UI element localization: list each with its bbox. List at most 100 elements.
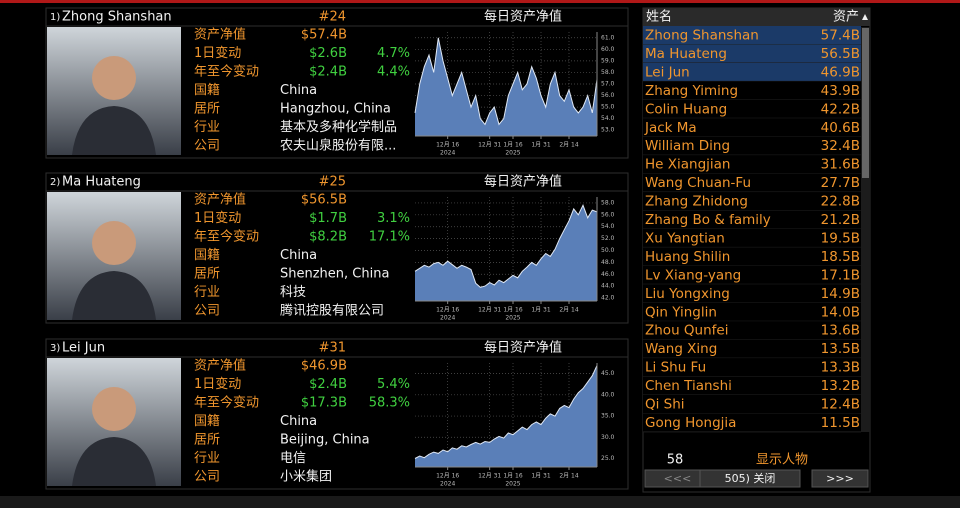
y-tick-label: 58.0 [601,69,615,76]
list-header-name: 姓名 [646,9,672,25]
photo-body [72,437,156,486]
list-row[interactable] [643,62,861,82]
list-name: Liu Yongxing [645,286,730,302]
field-label: 行业 [194,120,220,135]
photo-body [72,106,156,155]
field-change: 5.4% [377,377,410,392]
list-row[interactable] [643,339,861,359]
x-tick-label: 1月 16 [503,142,523,149]
field-value: 农夫山泉股份有限... [280,138,396,154]
list-row[interactable] [643,265,861,285]
list-value: 31.6B [821,157,860,173]
y-tick-label: 40.0 [601,391,615,398]
list-row[interactable] [643,81,861,100]
button[interactable] [699,469,801,488]
list-value: 14.0B [821,304,860,320]
list-row[interactable] [643,247,861,266]
sort-arrow [862,14,868,20]
list-name: Lei Jun [645,64,690,80]
button-label: <<< [664,472,692,485]
y-tick-label: 50.0 [601,247,615,254]
button[interactable] [811,469,869,488]
scrollbar [861,27,870,432]
field-label: 1日变动 [194,45,241,61]
field-value: $8.2B [309,230,347,245]
year-label: 2024 [440,150,455,157]
list-row[interactable] [643,99,861,119]
list-value: 18.5B [821,249,860,265]
field-label: 年至今变动 [194,64,259,80]
list-row[interactable] [643,173,861,193]
list-value: 40.6B [821,120,860,136]
photo-head [92,56,136,100]
person-name: Ma Huateng [62,175,141,190]
x-tick-label: 12月 16 [436,307,459,314]
scroll-thumb[interactable] [862,28,869,178]
field-value: 腾讯控股有限公司 [280,303,384,319]
year-label: 2024 [440,481,455,488]
list-name: Li Shu Fu [645,360,706,376]
field-label: 行业 [194,451,220,466]
list-row[interactable] [643,118,861,137]
list-row[interactable] [643,228,861,248]
list-row[interactable] [643,136,861,156]
y-tick-label: 56.0 [601,92,615,99]
list-name: Colin Huang [645,101,727,117]
list-name: Jack Ma [644,120,697,136]
field-value: 科技 [280,285,306,300]
list-name: Xu Yangtian [645,230,725,246]
list-value: 14.9B [821,286,860,302]
list-value: 22.8B [821,194,860,210]
field-label: 资产净值 [194,358,246,374]
list-name: Zhou Qunfei [645,323,728,339]
x-tick-label: 12月 31 [478,473,501,480]
y-tick-label: 53.0 [601,127,615,134]
list-count: 58 [667,453,684,468]
list-row[interactable] [643,155,861,174]
field-label: 公司 [194,304,220,319]
y-tick-label: 44.0 [601,283,615,290]
field-value: China [280,414,317,429]
list-row[interactable] [643,44,861,63]
list-row[interactable] [643,358,861,377]
field-value: $46.9B [301,359,347,374]
list-row[interactable] [643,376,861,395]
list-row[interactable] [643,26,861,45]
field-label: 资产净值 [194,192,246,208]
person-index: 2) [50,177,60,188]
year-label: 2025 [505,481,520,488]
field-label: 国籍 [194,247,220,263]
field-label: 居所 [194,267,220,282]
list-row[interactable] [643,210,861,229]
x-tick-label: 1月 31 [531,473,551,480]
x-tick-label: 12月 31 [478,142,501,149]
field-change: 3.1% [377,211,410,226]
line [414,204,598,288]
field-label: 国籍 [194,82,220,98]
y-tick-label: 59.0 [601,57,615,64]
y-tick-label: 57.0 [601,81,615,88]
list-name: Ma Huateng [645,46,727,62]
field-value: Beijing, China [280,433,370,448]
list-row[interactable] [643,395,861,414]
list-header [643,8,870,26]
list-row[interactable] [643,413,861,432]
y-tick-label: 60.0 [601,46,615,53]
list-name: Huang Shilin [645,249,730,265]
chart-title: 每日资产净值 [484,9,562,25]
field-value: 小米集团 [280,469,332,485]
field-label: 行业 [194,285,220,300]
list-value: 56.5B [821,46,860,62]
field-value: $2.6B [309,46,347,61]
list-name: Gong Hongjia [645,415,736,431]
list-value: 13.6B [821,323,860,339]
list-row[interactable] [643,321,861,340]
person-rank: #24 [319,10,346,25]
list-row[interactable] [643,302,861,322]
field-change: 17.1% [369,230,410,245]
list-row[interactable] [643,284,861,303]
list-name: Wang Chuan-Fu [645,175,751,191]
list-row[interactable] [643,192,861,211]
list-value: 19.5B [821,230,860,246]
list-name: Qin Yinglin [645,304,717,320]
